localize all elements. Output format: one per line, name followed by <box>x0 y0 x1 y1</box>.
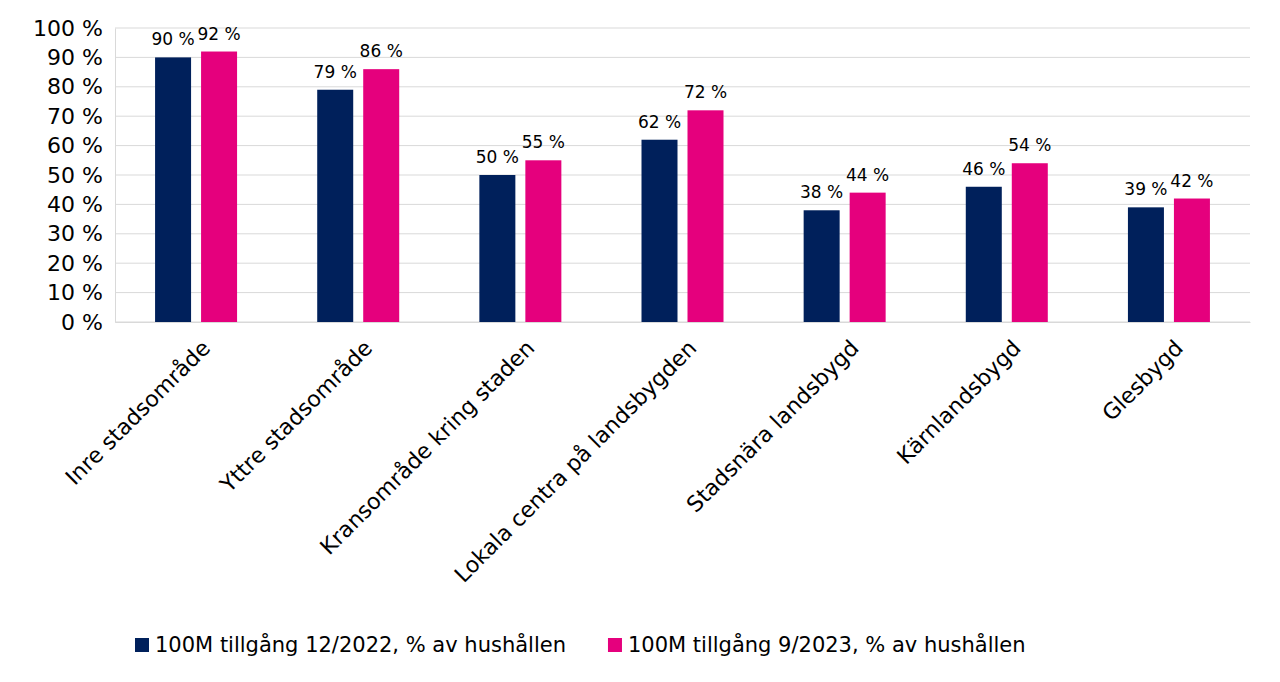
bar <box>850 193 886 322</box>
y-tick: 100 % <box>33 16 115 41</box>
data-label: 44 % <box>846 165 889 185</box>
x-tick: Inre stadsområde <box>61 322 215 490</box>
grid-line <box>115 116 1250 117</box>
y-tick-label: 80 % <box>47 74 103 99</box>
x-tick-label: Stadsnära landsbygd <box>682 335 864 517</box>
data-label: 38 % <box>800 182 843 202</box>
bar <box>688 110 724 322</box>
x-axis: Inre stadsområdeYttre stadsområdeKransom… <box>61 322 1251 587</box>
y-tick: 20 % <box>47 251 115 276</box>
bar <box>317 90 353 322</box>
bar <box>642 140 678 322</box>
bars <box>155 52 1210 322</box>
x-tick-label: Kärnlandsbygd <box>892 335 1026 469</box>
legend-swatch <box>608 638 622 652</box>
x-tick-label: Yttre stadsområde <box>215 335 377 497</box>
data-label: 62 % <box>638 112 681 132</box>
y-axis-line <box>115 29 116 323</box>
y-tick-label: 40 % <box>47 192 103 217</box>
x-tick-label: Lokala centra på landsbygden <box>450 335 702 587</box>
grid-line <box>115 322 1250 323</box>
data-label: 72 % <box>684 82 727 102</box>
y-tick-label: 70 % <box>47 104 103 129</box>
data-labels: 90 % 79 % 50 % 62 % 38 % 46 % 39 % 92 % 86 % 55 %… <box>151 24 1213 203</box>
grid <box>115 28 1250 322</box>
grid-line <box>115 57 1250 58</box>
legend-label: 100M tillgång 12/2022, % av hushållen <box>155 632 566 657</box>
bar <box>363 69 399 322</box>
y-tick: 50 % <box>47 163 115 188</box>
y-tick-label: 30 % <box>47 221 103 246</box>
x-tick: Lokala centra på landsbygden <box>450 322 702 587</box>
legend-label: 100M tillgång 9/2023, % av hushållen <box>628 632 1026 657</box>
legend: 100M tillgång 12/2022, % av hushållen 100… <box>135 632 1026 657</box>
bar <box>155 57 191 322</box>
grid-line <box>115 263 1250 264</box>
y-tick-label: 10 % <box>47 280 103 305</box>
data-label: 54 % <box>1008 135 1051 155</box>
y-tick: 0 % <box>61 310 115 335</box>
legend-item: 100M tillgång 9/2023, % av hushållen <box>608 632 1026 657</box>
x-tick: Stadsnära landsbygd <box>682 322 864 517</box>
y-tick: 10 % <box>47 280 115 305</box>
bar <box>1012 163 1048 322</box>
grid-line <box>115 86 1250 87</box>
data-label: 42 % <box>1170 171 1213 191</box>
x-tick: Yttre stadsområde <box>215 322 377 498</box>
x-tick-label: Glesbygd <box>1097 335 1188 426</box>
data-label: 50 % <box>476 147 519 167</box>
y-tick: 80 % <box>47 74 115 99</box>
y-tick-label: 60 % <box>47 133 103 158</box>
legend-item: 100M tillgång 12/2022, % av hushållen <box>135 632 566 657</box>
y-tick-label: 100 % <box>33 16 103 41</box>
data-label: 86 % <box>360 41 403 61</box>
y-tick-label: 20 % <box>47 251 103 276</box>
y-tick-label: 50 % <box>47 163 103 188</box>
bar <box>479 175 515 322</box>
x-tick-label: Inre stadsområde <box>61 335 215 489</box>
bar <box>201 52 237 322</box>
bar <box>1128 207 1164 322</box>
y-tick: 90 % <box>47 45 115 70</box>
data-label: 90 % <box>151 29 194 49</box>
y-axis: 0 % 10 % 20 % 30 % 40 % 50 % 60 % 70 % 80 % 90 % 1… <box>33 16 115 335</box>
grid-line <box>115 28 1250 29</box>
data-label: 79 % <box>314 62 357 82</box>
data-label: 46 % <box>962 159 1005 179</box>
data-label: 39 % <box>1124 179 1167 199</box>
grid-line <box>115 233 1250 234</box>
data-label: 55 % <box>522 132 565 152</box>
grid-line <box>115 175 1250 176</box>
y-tick: 30 % <box>47 221 115 246</box>
legend-swatch <box>135 638 149 652</box>
bar <box>1174 199 1210 322</box>
y-tick: 40 % <box>47 192 115 217</box>
x-tick: Glesbygd <box>1097 322 1188 426</box>
grid-line <box>115 292 1250 293</box>
x-tick: Kärnlandsbygd <box>892 322 1026 469</box>
chart: 0 % 10 % 20 % 30 % 40 % 50 % 60 % 70 % 80 % 90 % 1… <box>0 0 1280 682</box>
grid-line <box>115 204 1250 205</box>
grid-line <box>115 145 1250 146</box>
bar <box>966 187 1002 322</box>
y-tick-label: 0 % <box>61 310 103 335</box>
y-tick-label: 90 % <box>47 45 103 70</box>
y-tick: 70 % <box>47 104 115 129</box>
x-axis-line <box>116 322 1251 323</box>
bar <box>804 210 840 322</box>
data-label: 92 % <box>197 24 240 44</box>
bar <box>525 160 561 322</box>
y-tick: 60 % <box>47 133 115 158</box>
